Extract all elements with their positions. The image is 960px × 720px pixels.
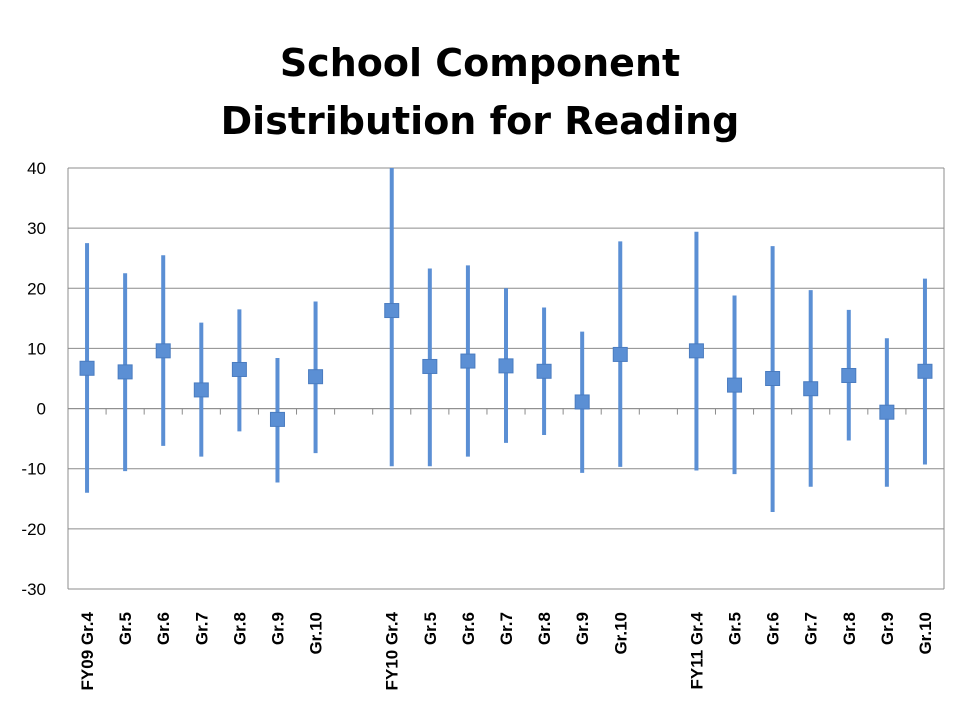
- chart-title-line-2: Distribution for Reading: [220, 99, 740, 143]
- y-tick-labels: -30 -20 -10 0 10 20 30 40: [21, 159, 46, 599]
- mid-marker: [727, 377, 743, 393]
- mid-marker: [612, 346, 628, 362]
- y-tick-label: 40: [27, 159, 46, 178]
- y-tick-label: 10: [27, 339, 46, 358]
- x-tick-label: Gr.10: [307, 612, 326, 655]
- x-tick-label: FY10 Gr.4: [383, 611, 402, 690]
- y-tick-label: -10: [21, 460, 46, 479]
- mid-marker: [308, 369, 324, 385]
- y-tick-label: -30: [21, 580, 46, 599]
- x-tick-label: Gr.6: [459, 612, 478, 645]
- x-tick-label: Gr.6: [764, 612, 783, 645]
- mid-marker: [536, 363, 552, 379]
- mid-markers: [79, 303, 933, 427]
- mid-marker: [269, 411, 285, 427]
- mid-marker: [155, 343, 171, 359]
- mid-marker: [231, 361, 247, 377]
- mid-marker: [841, 367, 857, 383]
- mid-marker: [193, 382, 209, 398]
- x-tick-labels: FY09 Gr.4 Gr.5 Gr.6 Gr.7 Gr.8 Gr.9 Gr.10 FY10 G…: [78, 611, 935, 690]
- mid-marker: [688, 343, 704, 359]
- x-tick-label: FY09 Gr.4: [78, 611, 97, 690]
- mid-marker: [384, 303, 400, 319]
- x-tick-label: Gr.10: [916, 612, 935, 655]
- x-tick-label: Gr.10: [611, 612, 630, 655]
- x-tick-label: Gr.9: [268, 612, 287, 645]
- chart-title-line-1: School Component: [279, 41, 681, 85]
- x-tick-label: Gr.7: [192, 612, 211, 645]
- x-tick-label: Gr.9: [878, 612, 897, 645]
- y-tick-label: 30: [27, 219, 46, 238]
- mid-marker: [574, 394, 590, 410]
- y-tick-label: 20: [27, 279, 46, 298]
- mid-marker: [422, 358, 438, 374]
- x-tick-label: Gr.8: [230, 612, 249, 645]
- x-tick-label: Gr.9: [573, 612, 592, 645]
- x-tick-label: Gr.5: [116, 612, 135, 645]
- mid-marker: [79, 360, 95, 376]
- range-bars: [85, 168, 927, 513]
- mid-marker: [803, 381, 819, 397]
- x-tick-label: Gr.8: [840, 612, 859, 645]
- mid-marker: [879, 404, 895, 420]
- mid-marker: [765, 371, 781, 386]
- mid-marker: [117, 364, 133, 380]
- chart-title: School Component Distribution for Readin…: [0, 34, 960, 150]
- x-tick-label: Gr.7: [497, 612, 516, 645]
- mid-marker: [917, 363, 933, 379]
- x-tick-label: Gr.8: [535, 612, 554, 645]
- y-tick-label: -20: [21, 520, 46, 539]
- mid-marker: [498, 358, 514, 374]
- x-tick-label: Gr.7: [802, 612, 821, 645]
- mid-marker: [460, 353, 476, 369]
- x-tick-label: Gr.5: [421, 612, 440, 645]
- x-tick-label: Gr.6: [154, 612, 173, 645]
- y-tick-label: 0: [37, 400, 46, 419]
- x-tick-label: FY11 Gr.4: [687, 611, 706, 689]
- x-tick-label: Gr.5: [726, 612, 745, 645]
